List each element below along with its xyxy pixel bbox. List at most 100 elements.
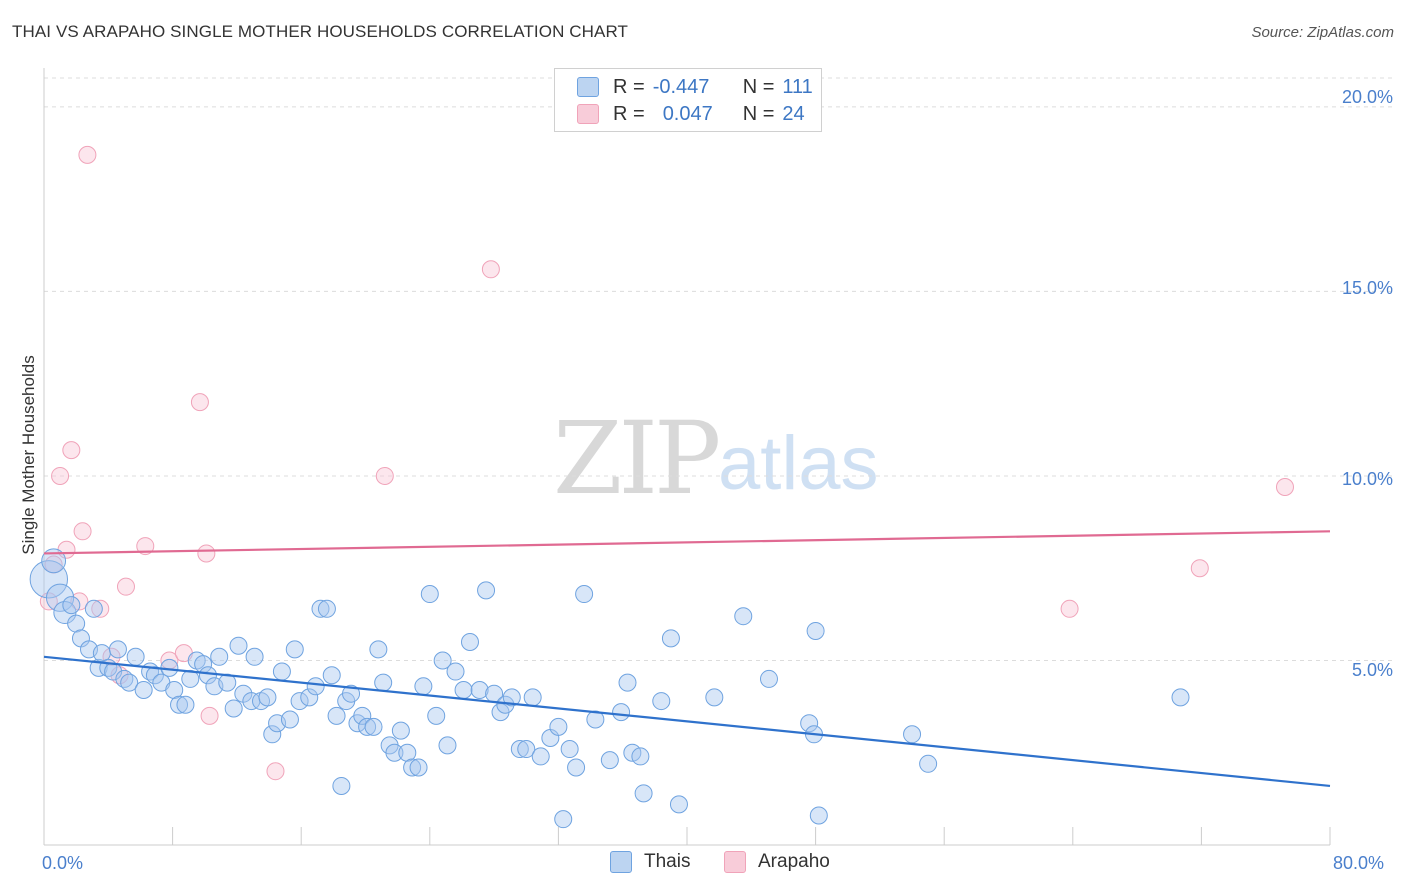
- thais-point: [306, 677, 325, 696]
- thais-point: [29, 560, 69, 599]
- thais-point: [300, 688, 319, 707]
- thais-point: [369, 640, 388, 659]
- arapaho-point: [1060, 599, 1079, 618]
- thais-point: [631, 747, 650, 766]
- stats-row-arapaho: R = 0.047 N = 24: [577, 100, 805, 128]
- arapaho-legend-swatch: [724, 851, 746, 873]
- arapaho-point: [200, 706, 219, 725]
- thais-point: [554, 810, 573, 829]
- thais-point: [575, 585, 594, 604]
- thais-point: [327, 706, 346, 725]
- thais-point: [705, 688, 724, 707]
- legend-item-arapaho: Arapaho: [724, 851, 830, 873]
- thais-point: [446, 662, 465, 681]
- thais-point: [45, 583, 75, 612]
- r-value-arapaho: 0.047: [662, 102, 713, 125]
- thais-point: [652, 692, 671, 711]
- thais-point: [510, 740, 529, 759]
- thais-point: [134, 681, 153, 699]
- y-tick-label: 5.0%: [1351, 660, 1393, 680]
- arapaho-swatch: [577, 104, 599, 124]
- n-label: N =: [742, 102, 775, 125]
- thais-point: [115, 669, 134, 688]
- thais-point: [67, 614, 86, 633]
- arapaho-point: [62, 441, 81, 460]
- thais-legend-swatch: [610, 851, 632, 873]
- arapaho-point: [116, 577, 135, 596]
- thais-point: [322, 666, 341, 685]
- thais-point: [258, 688, 277, 707]
- thais-point: [272, 662, 291, 681]
- thais-point: [165, 681, 184, 699]
- thais-point: [290, 692, 309, 711]
- thais-point: [391, 721, 410, 740]
- arapaho-point: [91, 599, 110, 618]
- thais-point: [263, 725, 282, 744]
- thais-point: [531, 747, 550, 766]
- r-value-thais: -0.447: [652, 75, 710, 98]
- thais-point: [612, 703, 631, 722]
- thais-point: [470, 681, 489, 699]
- thais-point: [903, 725, 922, 744]
- thais-point: [403, 758, 422, 777]
- y-tick-label: 20.0%: [1341, 87, 1393, 107]
- thais-point: [460, 633, 479, 652]
- thais-point: [477, 581, 496, 600]
- n-value-arapaho: 24: [782, 102, 805, 125]
- thais-point: [358, 717, 377, 736]
- thais-point: [229, 636, 248, 655]
- thais-point: [198, 666, 217, 685]
- arapaho-point: [266, 762, 285, 781]
- legend-label-arapaho: Arapaho: [758, 851, 830, 872]
- thais-point: [224, 699, 243, 718]
- thais-point: [176, 695, 195, 714]
- y-axis-label: Single Mother Households: [19, 355, 38, 555]
- thais-point: [317, 599, 336, 618]
- thais-point: [409, 758, 428, 777]
- thais-point: [806, 621, 825, 640]
- thais-point: [669, 795, 688, 814]
- arapaho-point: [51, 466, 70, 485]
- thais-point: [120, 673, 139, 692]
- arapaho-point: [136, 537, 155, 556]
- thais-swatch: [577, 77, 599, 97]
- thais-point: [427, 706, 446, 725]
- thais-point: [560, 740, 579, 759]
- thais-point: [734, 607, 753, 626]
- n-label: N =: [742, 75, 775, 98]
- r-label: R =: [613, 102, 645, 125]
- y-tick-label: 15.0%: [1341, 278, 1393, 298]
- thais-point: [502, 688, 521, 707]
- thais-point: [1171, 688, 1190, 707]
- thais-point: [567, 758, 586, 777]
- watermark-zip: ZIP: [553, 400, 721, 517]
- thais-point: [600, 751, 619, 770]
- thais-point: [454, 681, 473, 699]
- thais-point: [759, 669, 778, 688]
- thais-point: [245, 647, 264, 666]
- thais-point: [586, 710, 605, 729]
- thais-point: [364, 717, 383, 736]
- thais-point: [41, 548, 67, 574]
- thais-point: [353, 706, 372, 725]
- thais-point: [285, 640, 304, 659]
- arapaho-point: [73, 522, 92, 541]
- thais-point: [170, 695, 189, 714]
- arapaho-point: [1190, 559, 1209, 578]
- thais-point: [280, 710, 299, 729]
- thais-point: [145, 666, 164, 685]
- thais-trend-line: [43, 655, 1331, 788]
- thais-point: [919, 754, 938, 773]
- thais-point: [84, 599, 103, 618]
- n-value-thais: 111: [782, 75, 813, 98]
- thais-point: [62, 596, 81, 615]
- legend-label-thais: Thais: [644, 851, 691, 872]
- arapaho-point: [78, 145, 97, 164]
- thais-point: [398, 743, 417, 762]
- thais-point: [634, 784, 653, 803]
- thais-point: [517, 740, 536, 759]
- thais-point: [549, 717, 568, 736]
- thais-point: [210, 647, 229, 666]
- thais-point: [108, 640, 127, 659]
- thais-point: [618, 673, 637, 692]
